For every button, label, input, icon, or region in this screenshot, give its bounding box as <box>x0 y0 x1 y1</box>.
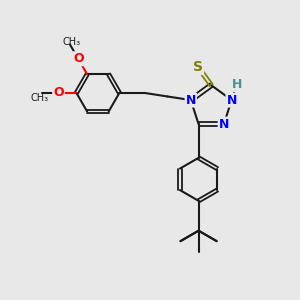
Text: H: H <box>232 78 242 91</box>
Text: CH₃: CH₃ <box>30 93 48 103</box>
Text: O: O <box>53 86 64 99</box>
Text: N: N <box>219 118 229 130</box>
Text: CH₃: CH₃ <box>62 37 80 46</box>
Text: N: N <box>186 94 196 106</box>
Text: S: S <box>193 60 203 74</box>
Text: O: O <box>73 52 83 65</box>
Text: N: N <box>226 94 237 106</box>
